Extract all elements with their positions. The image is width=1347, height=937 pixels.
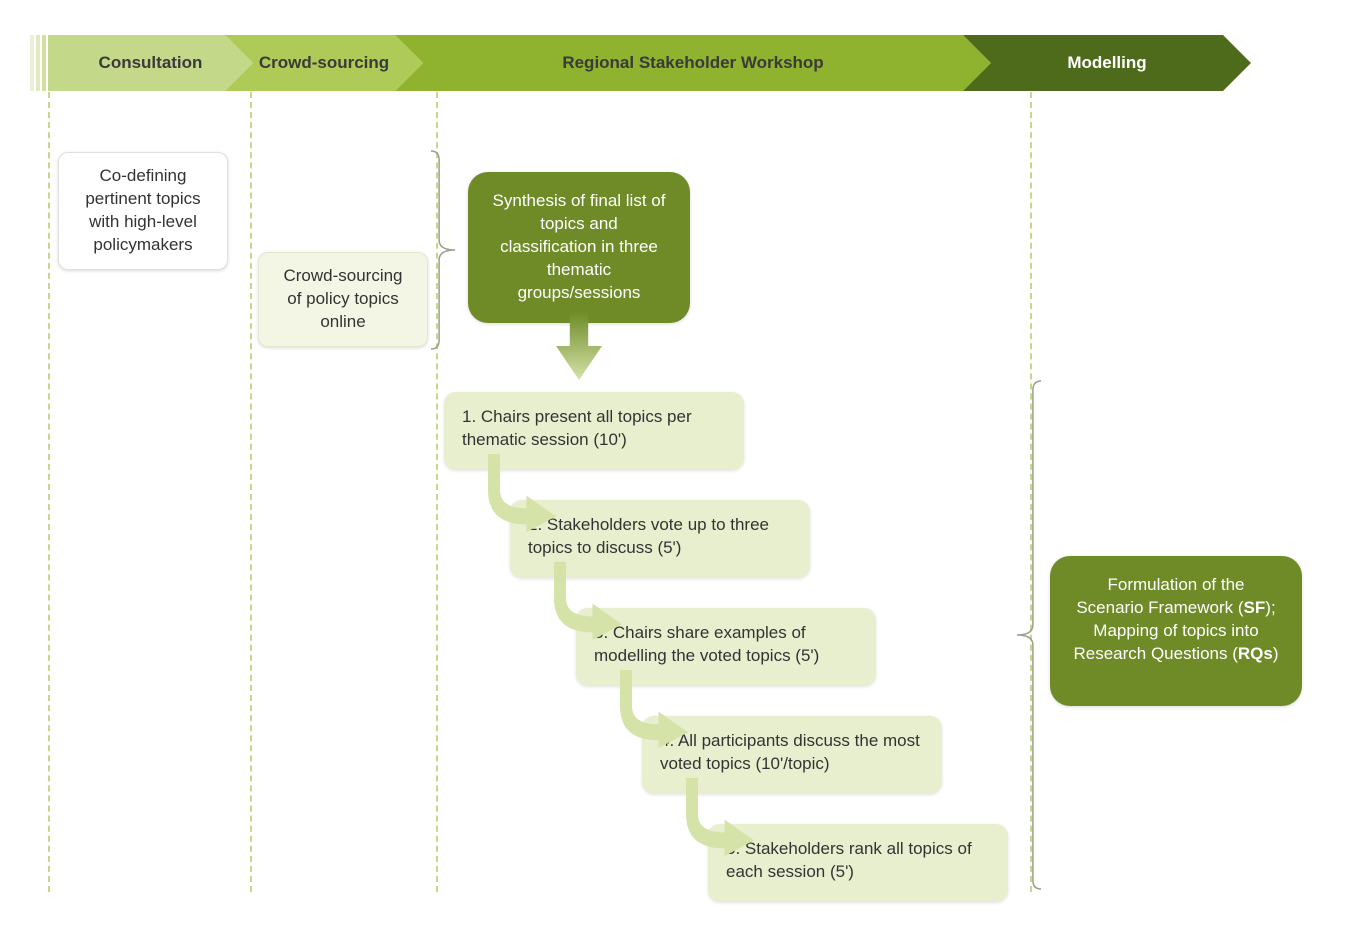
chevron-bar: Consultation Crowd-sourcing Regional Stake… [48, 35, 1317, 91]
chevron-label: Modelling [1047, 53, 1166, 73]
box-consultation-text: Co-defining pertinent topics with high-l… [85, 166, 200, 254]
box-synthesis: Synthesis of final list of topics and cl… [468, 172, 690, 323]
workshop-step-text: 2. Stakeholders vote up to three topics … [528, 515, 769, 557]
box-crowdsourcing: Crowd-sourcing of policy topics online [258, 252, 428, 347]
step-connector-arrow-3 [620, 670, 690, 740]
workshop-step-text: 1. Chairs present all topics per themati… [462, 407, 692, 449]
box-modelling-text: Formulation of the Scenario Framework (S… [1073, 575, 1278, 663]
step-connector-arrow-4 [686, 778, 756, 848]
chevron-phase-3: Regional Stakeholder Workshop [395, 35, 991, 91]
chevron-label: Consultation [79, 53, 223, 73]
arrow-synthesis-down [556, 312, 602, 380]
box-modelling: Formulation of the Scenario Framework (S… [1050, 556, 1302, 706]
chevron-label: Crowd-sourcing [239, 53, 409, 73]
step-connector-arrow-2 [554, 562, 624, 632]
curly-brace-right [1016, 380, 1042, 890]
phase-divider-1 [48, 92, 50, 892]
phase-divider-2 [250, 92, 252, 892]
chevron-leading-stripes [30, 35, 46, 91]
chevron-label: Regional Stakeholder Workshop [542, 53, 843, 73]
curly-brace-left [430, 150, 456, 350]
step-connector-arrow-1 [488, 454, 558, 524]
chevron-phase-1: Consultation [48, 35, 253, 91]
box-crowdsourcing-text: Crowd-sourcing of policy topics online [283, 266, 402, 331]
chevron-phase-2: Crowd-sourcing [225, 35, 423, 91]
workshop-step-text: 5. Stakeholders rank all topics of each … [726, 839, 972, 881]
box-synthesis-text: Synthesis of final list of topics and cl… [493, 191, 666, 302]
workshop-step-text: 3. Chairs share examples of modelling th… [594, 623, 819, 665]
box-consultation: Co-defining pertinent topics with high-l… [58, 152, 228, 270]
chevron-phase-4: Modelling [963, 35, 1251, 91]
workshop-step-text: 4. All participants discuss the most vot… [660, 731, 920, 773]
